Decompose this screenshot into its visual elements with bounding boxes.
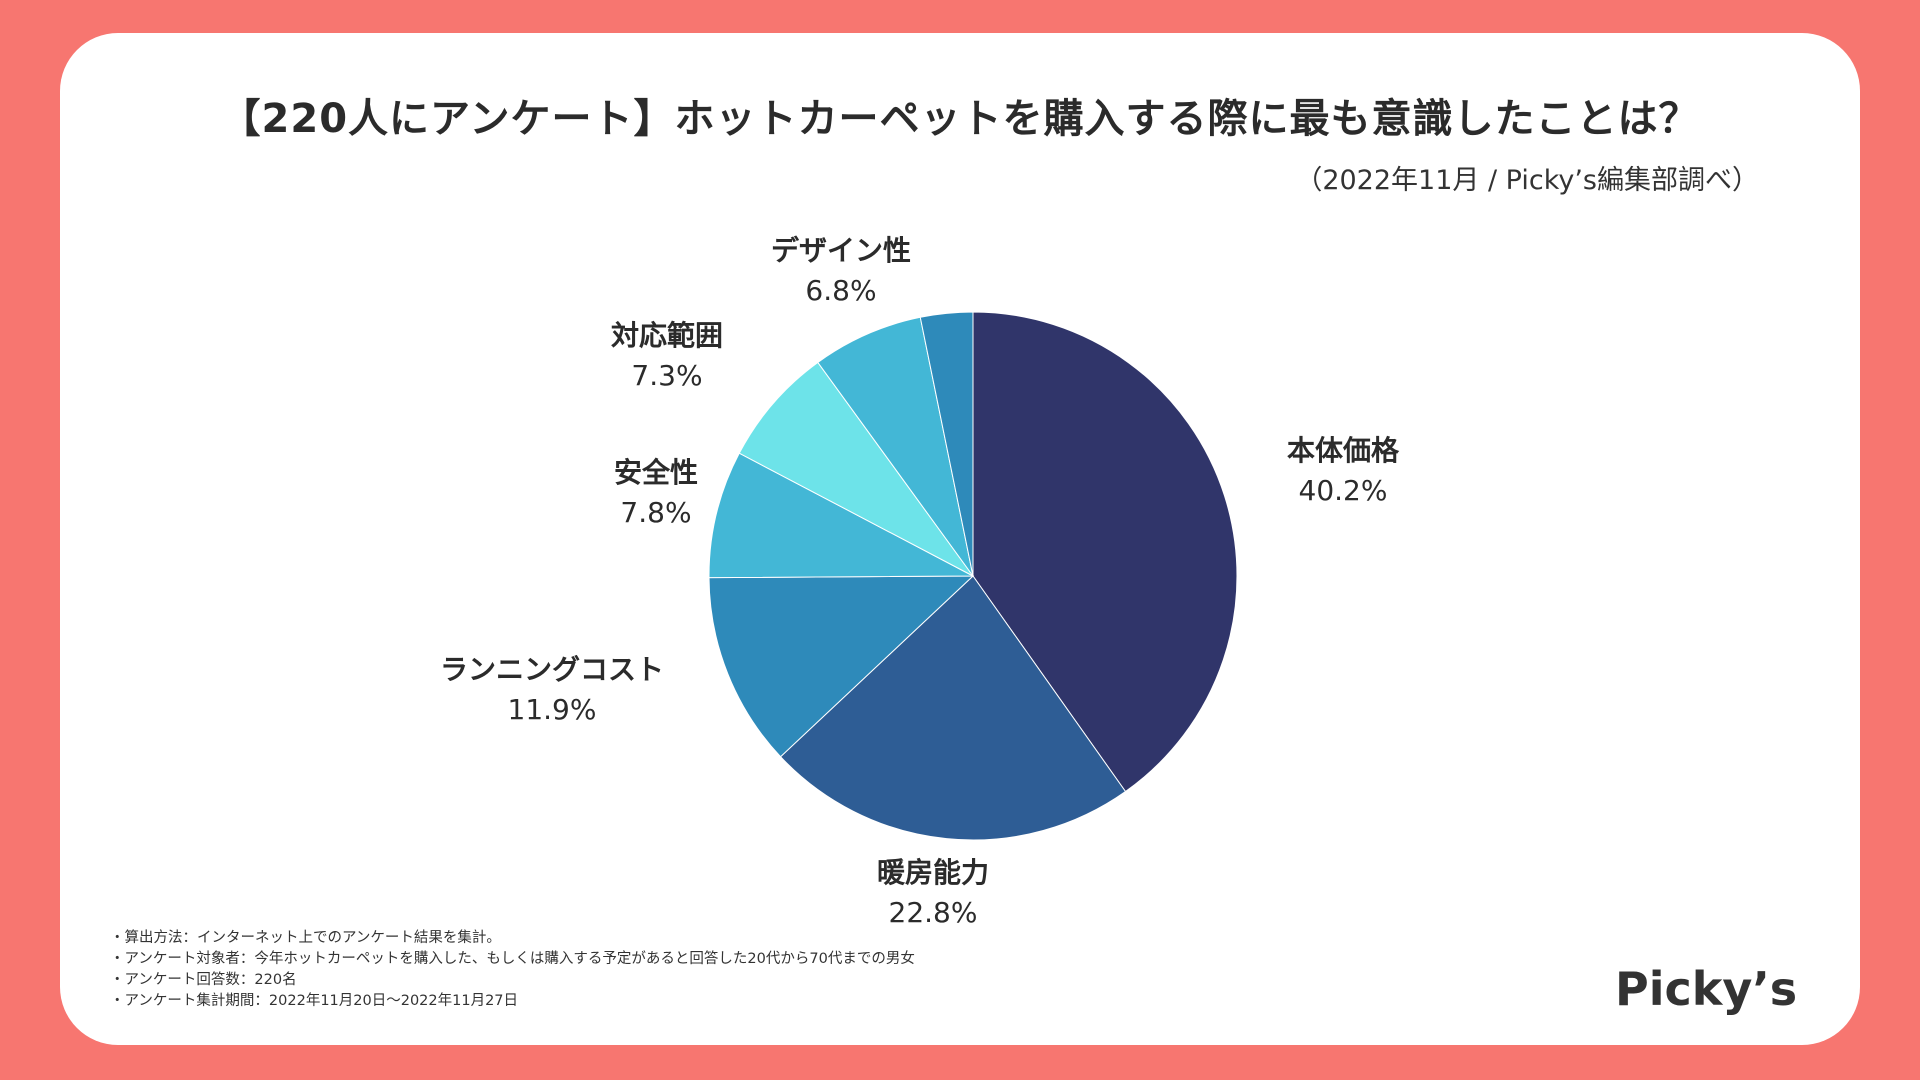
note-method: ・算出方法：インターネット上でのアンケート結果を集計。 — [110, 930, 501, 946]
slice-value-label: 7.3% — [631, 359, 702, 392]
slice-body-price — [972, 311, 1238, 793]
slice-label: ランニングコスト — [440, 653, 664, 686]
pie-slices — [708, 311, 1238, 841]
page-title: 【220人にアンケート】ホットカーペットを購入する際に最も意識したことは？ — [220, 96, 1700, 142]
slice-heating — [779, 575, 1127, 841]
pie-labels: 本体価格 40.2% 暖房能力 22.8% ランニングコスト 11.9% 安全性 7.8% 対応… — [440, 234, 1400, 929]
slice-safety — [708, 452, 974, 579]
slice-running-cost — [708, 575, 975, 758]
slice-value-label: 11.9% — [508, 693, 597, 726]
slice-value-label: 40.2% — [1299, 474, 1388, 507]
slice-label: 安全性 — [614, 456, 698, 489]
survey-source: （2022年11月 / Picky’s編集部調べ） — [1295, 165, 1759, 196]
slice-label: デザイン性 — [771, 234, 911, 267]
slice-label: 対応範囲 — [611, 319, 723, 352]
slice-coverage — [738, 361, 974, 577]
slice-label: 本体価格 — [1287, 434, 1400, 467]
note-period: ・アンケート集計期間：2022年11月20日〜2022年11月27日 — [110, 993, 519, 1009]
slice-value-label: 6.8% — [805, 274, 876, 307]
slice-label: 暖房能力 — [877, 856, 989, 889]
slice-design — [817, 316, 974, 577]
slice-other — [919, 311, 974, 577]
note-target: ・アンケート対象者：今年ホットカーペットを購入した、もしくは購入する予定があると… — [110, 951, 915, 967]
slice-value-label: 7.8% — [620, 496, 691, 529]
slice-value-label: 22.8% — [889, 896, 978, 929]
survey-notes: ・算出方法：インターネット上でのアンケート結果を集計。 ・アンケート対象者：今年… — [110, 928, 915, 1012]
note-respondents: ・アンケート回答数：220名 — [110, 972, 297, 988]
picky-logo: Picky’s — [1615, 962, 1798, 1016]
